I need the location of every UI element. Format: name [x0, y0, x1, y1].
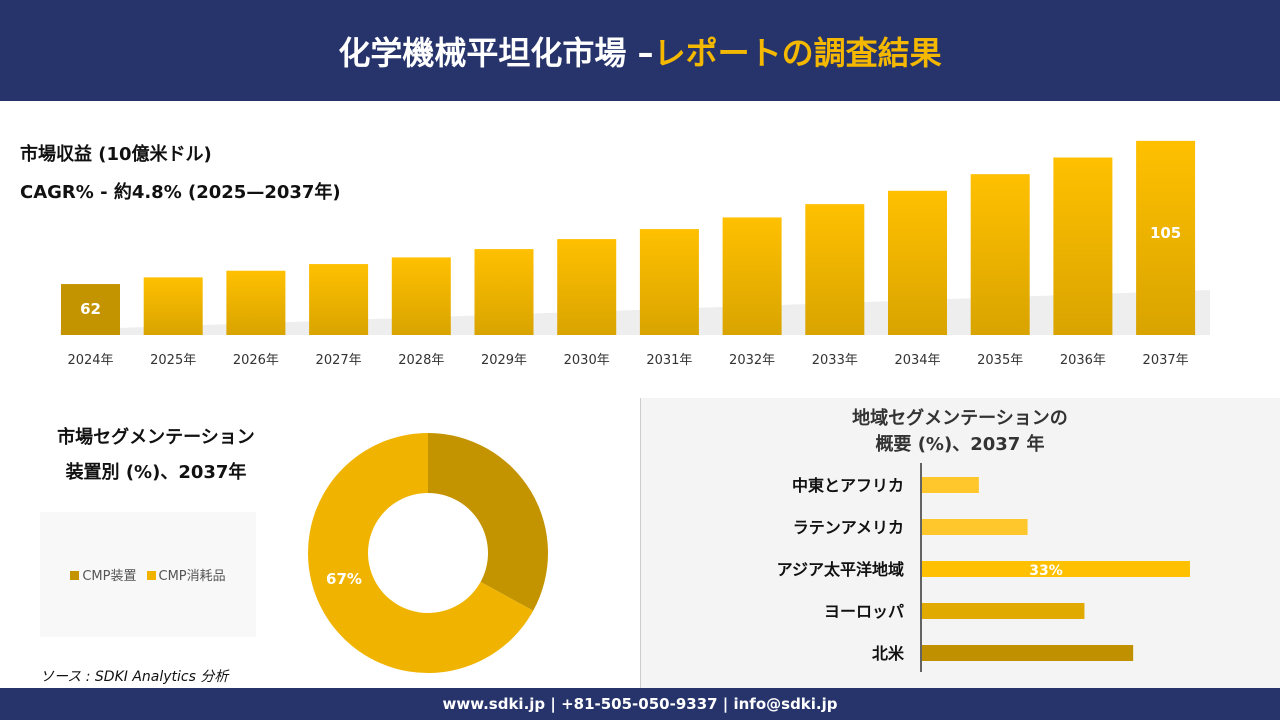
bar-2032年 [722, 217, 782, 335]
region-title: 地域セグメンテーションの [852, 408, 1068, 429]
region-subtitle: 概要 (%)、2037 年 [875, 434, 1045, 455]
x-tick-label: 2025年 [150, 353, 196, 368]
bar-2037年 [1136, 140, 1196, 335]
device-segment-subtitle: 装置別 (%)、2037年 [65, 462, 247, 483]
x-tick-label: 2028年 [398, 353, 444, 368]
x-tick-label: 2027年 [316, 353, 362, 368]
bar-2027年 [309, 264, 369, 335]
bar-2026年 [226, 270, 286, 335]
legend-item: CMP消耗品 [146, 565, 226, 584]
device-segment-title: 市場セグメンテーション [57, 427, 255, 448]
source-note: ソース : SDKI Analytics 分析 [40, 669, 229, 685]
title-accent: レポートの調査結果 [653, 33, 942, 72]
data-label: 62 [80, 300, 101, 318]
header-banner: 化学機械平坦化市場 – レポートの調査結果 [0, 0, 1280, 101]
x-tick-label: 2029年 [481, 353, 527, 368]
x-tick-label: 2033年 [812, 353, 858, 368]
x-tick-label: 2036年 [1060, 353, 1106, 368]
x-tick-label: 2026年 [233, 353, 279, 368]
cagr-text: CAGR% - 約4.8% (2025—2037年) [20, 182, 341, 203]
bar-2029年 [474, 249, 534, 335]
revenue-title: 市場収益 (10億米ドル) [20, 144, 212, 165]
x-tick-label: 2032年 [729, 353, 775, 368]
x-tick-label: 2024年 [67, 353, 113, 368]
x-tick-label: 2030年 [564, 353, 610, 368]
bar-2033年 [805, 204, 865, 335]
bar-2024年 [61, 284, 120, 335]
x-tick-label: 2035年 [977, 353, 1023, 368]
data-label: 105 [1150, 224, 1181, 242]
x-tick-label: 2031年 [646, 353, 692, 368]
bar-2028年 [391, 257, 451, 335]
bar-2031年 [639, 229, 699, 335]
footer-contact: www.sdki.jp | +81-505-050-9337 | info@sd… [0, 688, 1280, 720]
x-tick-label: 2037年 [1143, 353, 1189, 368]
legend-item: CMP装置 [70, 565, 137, 584]
bar-2030年 [557, 239, 617, 335]
bar-2036年 [1053, 157, 1113, 335]
revenue-bar-chart: 2024年 62 2025年 2026年 2027年 2028年 2029年 2030年 203… [60, 140, 1210, 368]
bar-2035年 [970, 174, 1030, 335]
donut-legend: CMP装置 CMP消耗品 [40, 512, 256, 637]
bar-2034年 [888, 190, 947, 335]
bar-2025年 [143, 277, 203, 335]
region-segment-panel [640, 398, 1280, 688]
title-main: 化学機械平坦化市場 – [338, 33, 654, 72]
x-tick-label: 2034年 [894, 353, 940, 368]
